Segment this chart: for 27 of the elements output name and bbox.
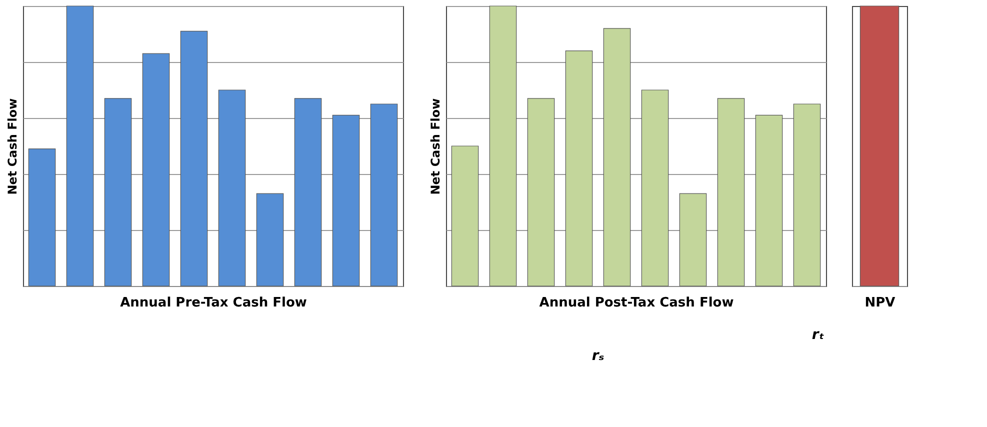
bar <box>565 50 593 286</box>
bar <box>256 193 284 286</box>
bar <box>142 53 170 286</box>
x-axis-title: Annual Post-Tax Cash Flow <box>539 296 734 310</box>
bar <box>679 193 707 286</box>
bar <box>370 104 398 286</box>
bar <box>294 98 322 286</box>
x-axis-title: NPV <box>864 296 896 310</box>
bar <box>793 104 821 286</box>
text: rₜ <box>812 327 825 343</box>
x-axis-title: Annual Pre-Tax Cash Flow <box>120 296 307 310</box>
bar <box>603 28 631 286</box>
bar <box>66 6 94 286</box>
bar <box>218 90 246 286</box>
bar <box>527 98 555 286</box>
bar <box>451 146 479 286</box>
text: rₛ <box>592 348 604 364</box>
bar <box>641 90 669 286</box>
bar <box>180 30 208 286</box>
bar <box>717 98 745 286</box>
bar <box>755 114 783 286</box>
bar <box>332 114 360 286</box>
bar <box>489 6 517 286</box>
bar <box>104 98 132 286</box>
y-axis-title: Net Cash Flow <box>6 98 20 195</box>
bar <box>28 148 56 286</box>
y-axis-title: Net Cash Flow <box>428 98 442 195</box>
